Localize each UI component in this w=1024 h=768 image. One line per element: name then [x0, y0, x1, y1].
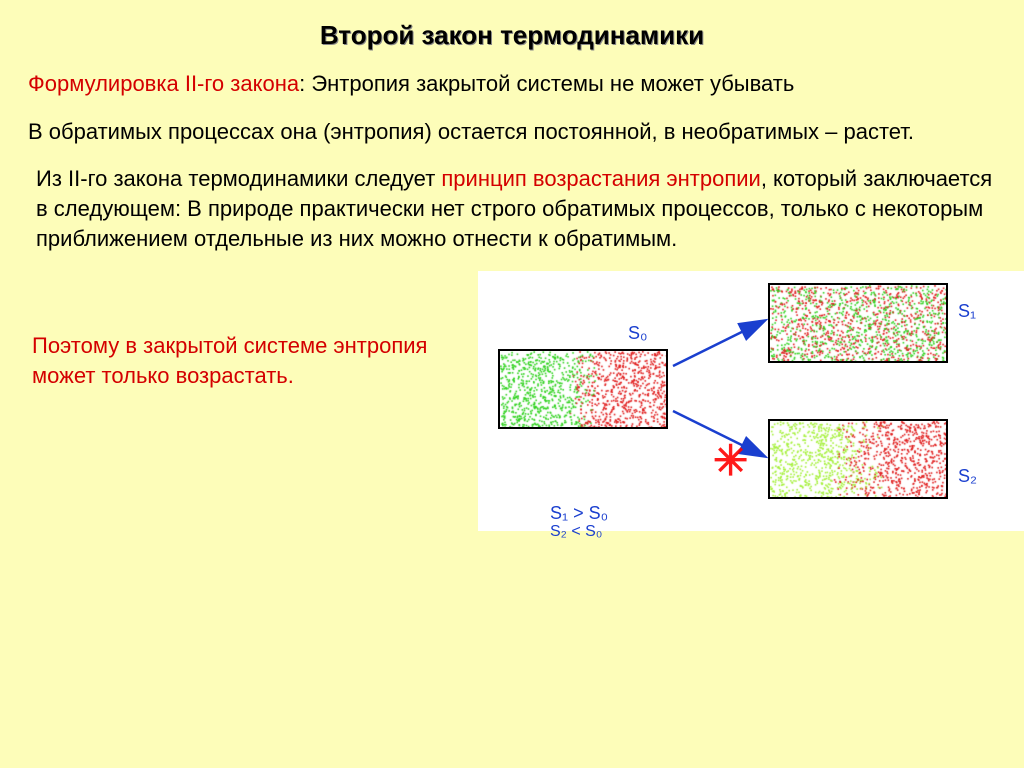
- principle-highlight: принцип возрастания энтропии: [441, 166, 760, 191]
- formulation-text: Энтропия закрытой системы не может убыва…: [311, 71, 794, 96]
- formulation-paragraph: Формулировка II-го закона: Энтропия закр…: [28, 69, 996, 99]
- conclusion-text: Поэтому в закрытой системе энтропия може…: [32, 331, 442, 390]
- entropy-diagram: ✳ S₀ S₁ S₂ S₁ > S₀ S₂ < S₀: [478, 271, 1024, 531]
- label-rel1: S₁ > S₀: [550, 503, 608, 524]
- page-title: Второй закон термодинамики: [28, 20, 996, 51]
- label-rel2: S₂ < S₀: [550, 523, 602, 541]
- arrow-to-mixed: [478, 271, 1024, 531]
- reversible-paragraph: В обратимых процессах она (энтропия) ост…: [28, 117, 996, 147]
- label-s0: S₀: [628, 323, 647, 344]
- label-s2: S₂: [958, 466, 977, 487]
- formulation-colon: :: [299, 71, 311, 96]
- cross-icon: ✳: [713, 436, 748, 485]
- bottom-area: Поэтому в закрытой системе энтропия може…: [28, 271, 996, 541]
- label-s1: S₁: [958, 301, 976, 322]
- principle-lead: Из II-го закона термодинамики следует: [36, 166, 441, 191]
- principle-paragraph: Из II-го закона термодинамики следует пр…: [28, 164, 996, 253]
- formulation-prefix: Формулировка II-го закона: [28, 71, 299, 96]
